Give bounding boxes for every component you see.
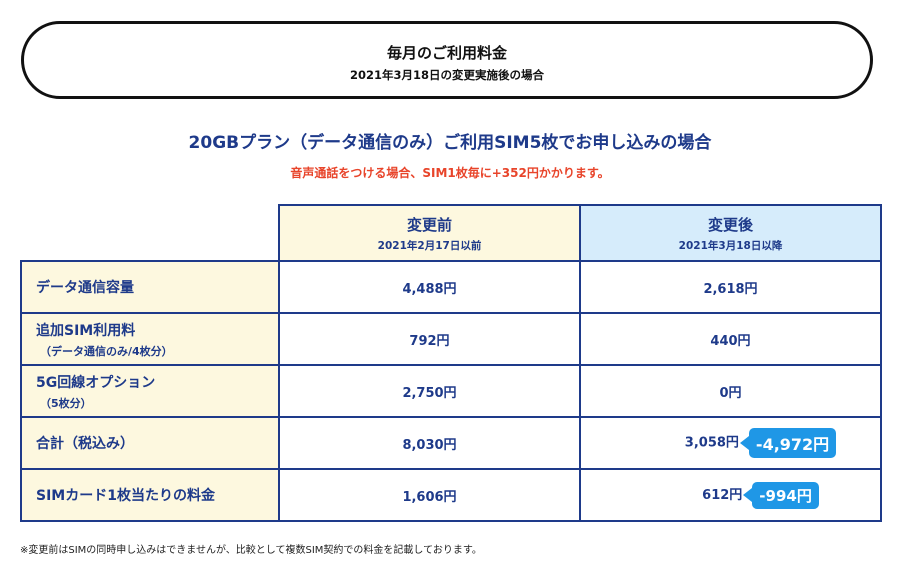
table-row-per-sim: SIMカード1枚当たりの料金 1,606円 612円 -994円 xyxy=(20,468,882,522)
row-label: 追加SIM利用料 （データ通信のみ/4枚分） xyxy=(20,312,280,366)
after-date: 2021年3月18日以降 xyxy=(678,239,783,252)
after-value: 2,618円 xyxy=(579,260,882,314)
before-value: 8,030円 xyxy=(278,416,581,470)
table-row-total: 合計（税込み） 8,030円 3,058円 -4,972円 xyxy=(20,416,882,470)
header-banner: 毎月のご利用料金 2021年3月18日の変更実施後の場合 xyxy=(21,21,873,99)
row-label-text: 5G回線オプション xyxy=(36,374,156,391)
after-value: 440円 xyxy=(579,312,882,366)
row-label: データ通信容量 xyxy=(20,260,280,314)
row-label-text: 追加SIM利用料 xyxy=(36,322,136,339)
row-label: 合計（税込み） xyxy=(20,416,280,470)
before-column-header: 変更前 2021年2月17日以前 xyxy=(278,204,581,262)
row-label: SIMカード1枚当たりの料金 xyxy=(20,468,280,522)
table-corner xyxy=(21,205,279,261)
after-value: 0円 xyxy=(579,364,882,418)
table-row-5g-option: 5G回線オプション （5枚分） 2,750円 0円 xyxy=(20,364,882,418)
before-value: 2,750円 xyxy=(278,364,581,418)
after-value: 3,058円 xyxy=(684,435,739,451)
before-value: 1,606円 xyxy=(278,468,581,522)
after-value-cell: 612円 -994円 xyxy=(579,468,882,522)
row-label-text: データ通信容量 xyxy=(36,280,134,296)
after-column-header: 変更後 2021年3月18日以降 xyxy=(579,204,882,262)
plan-title: 20GBプラン（データ通信のみ）ご利用SIM5枚でお申し込みの場合 xyxy=(188,133,712,153)
header-subtitle: 2021年3月18日の変更実施後の場合 xyxy=(349,68,544,82)
price-comparison-table: 変更前 2021年2月17日以前 変更後 2021年3月18日以降 データ通信容… xyxy=(20,204,882,522)
after-value-group: 3,058円 -4,972円 xyxy=(684,428,837,458)
row-label-text: 合計（税込み） xyxy=(36,436,134,452)
row-label: 5G回線オプション （5枚分） xyxy=(20,364,280,418)
after-value-group: 612円 -994円 xyxy=(702,481,819,509)
header-title: 毎月のご利用料金 xyxy=(386,44,507,62)
row-sublabel: （5枚分） xyxy=(40,396,92,410)
voice-call-note: 音声通話をつける場合、SIM1枚毎に+352円かかります。 xyxy=(290,166,610,180)
row-sublabel: （データ通信のみ/4枚分） xyxy=(40,344,173,358)
after-value-cell: 3,058円 -4,972円 xyxy=(579,416,882,470)
footnote: ※変更前はSIMの同時申し込みはできませんが、比較として複数SIM契約での料金を… xyxy=(20,545,482,556)
after-title: 変更後 xyxy=(707,215,753,234)
before-title: 変更前 xyxy=(406,215,452,234)
before-date: 2021年2月17日以前 xyxy=(377,239,482,252)
before-value: 4,488円 xyxy=(278,260,581,314)
table-header-row: 変更前 2021年2月17日以前 変更後 2021年3月18日以降 xyxy=(21,204,882,262)
discount-badge: -994円 xyxy=(743,481,819,509)
table-row-additional-sim: 追加SIM利用料 （データ通信のみ/4枚分） 792円 440円 xyxy=(20,312,882,366)
after-value: 612円 xyxy=(702,487,743,503)
before-value: 792円 xyxy=(278,312,581,366)
discount-badge: -4,972円 xyxy=(739,428,837,458)
row-label-text: SIMカード1枚当たりの料金 xyxy=(36,488,215,504)
table-row-data-capacity: データ通信容量 4,488円 2,618円 xyxy=(20,260,882,314)
